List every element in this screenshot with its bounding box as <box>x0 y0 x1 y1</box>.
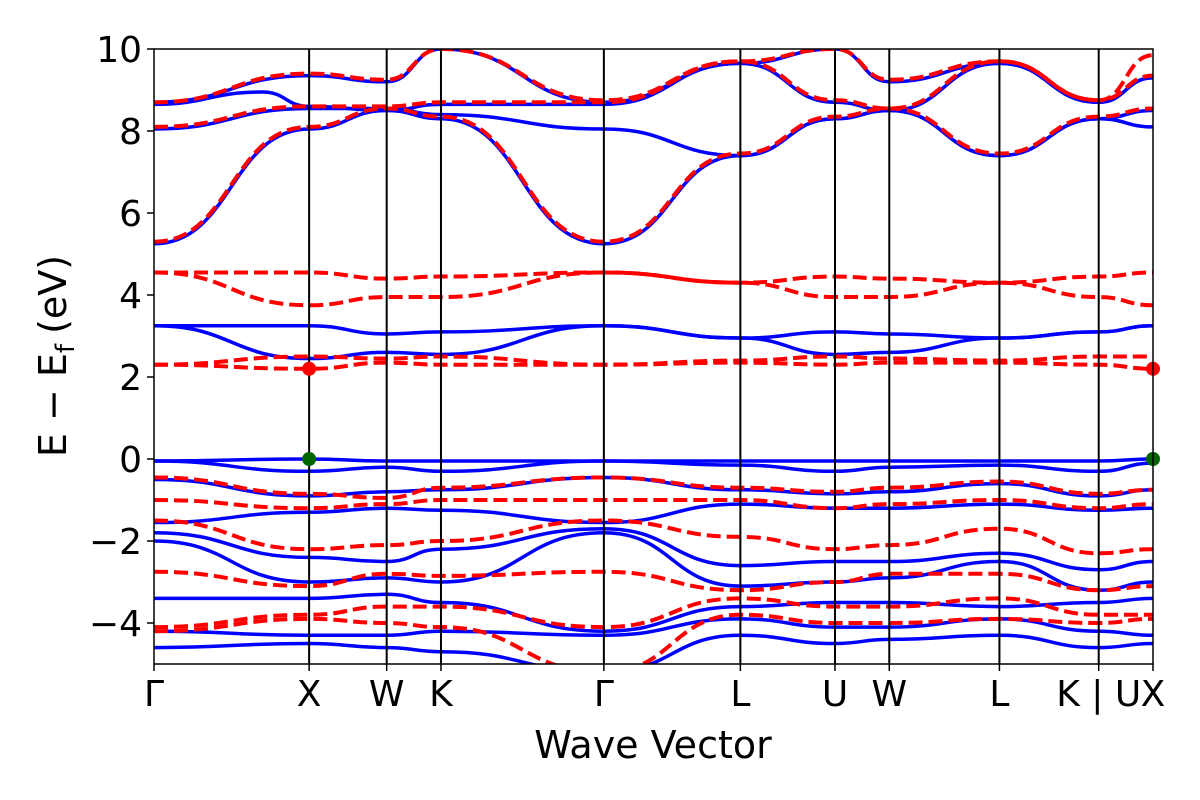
band-solid-3 <box>154 49 1153 105</box>
x-tick-label: X <box>1141 674 1166 715</box>
y-axis-title: E − Ef (eV) <box>31 255 81 457</box>
x-tick-label: L <box>989 674 1009 715</box>
y-axis-title-main: E − E <box>31 353 75 457</box>
x-tick-label: K | U <box>1056 674 1141 715</box>
y-tick-label: −2 <box>89 522 142 563</box>
x-tick-label: W <box>369 674 405 715</box>
cbm-marker <box>302 361 317 376</box>
y-tick-label: −4 <box>89 604 142 645</box>
y-tick-label: 10 <box>96 30 142 71</box>
band-dashed-2 <box>154 49 1153 105</box>
plot-frame <box>153 48 1154 665</box>
x-axis-title: Wave Vector <box>534 723 772 767</box>
x-tick-label: W <box>871 674 907 715</box>
band-dashed-11 <box>154 596 1153 630</box>
y-tick-label: 4 <box>119 276 142 317</box>
x-tick-label: Γ <box>594 674 614 715</box>
band-dashed-7 <box>154 475 1153 500</box>
band-solid-7 <box>154 459 1153 474</box>
y-tick-label: 8 <box>119 112 142 153</box>
band-dashed-6 <box>154 360 1153 371</box>
band-dashed-4 <box>154 270 1153 308</box>
y-axis: 10 8 6 4 2 0 −2 −4 <box>89 30 154 645</box>
x-tick-label: X <box>297 674 322 715</box>
y-tick-label: 0 <box>119 440 142 481</box>
y-axis-title-unit: (eV) <box>31 255 75 334</box>
y-tick-label: 2 <box>119 358 142 399</box>
band-dashed-3 <box>154 270 1153 285</box>
x-tick-label: L <box>730 674 750 715</box>
band-dashed-8 <box>154 497 1153 511</box>
band-solid-6 <box>154 457 1153 463</box>
band-solid-10 <box>154 526 1153 572</box>
band-dashed-9 <box>154 518 1153 556</box>
y-tick-label: 6 <box>119 194 142 235</box>
band-solid-14 <box>154 633 1153 664</box>
y-axis-title-subscript: f <box>51 343 81 353</box>
vbm-marker <box>302 452 317 466</box>
x-tick-label: K <box>429 674 454 715</box>
kpoint-lines-layer <box>308 49 1100 664</box>
x-tick-label: Γ <box>144 674 164 715</box>
band-solid-12 <box>154 592 1153 633</box>
band-dashed-10 <box>154 569 1153 593</box>
x-tick-label: U <box>822 674 848 715</box>
band-solid-9 <box>154 502 1153 525</box>
